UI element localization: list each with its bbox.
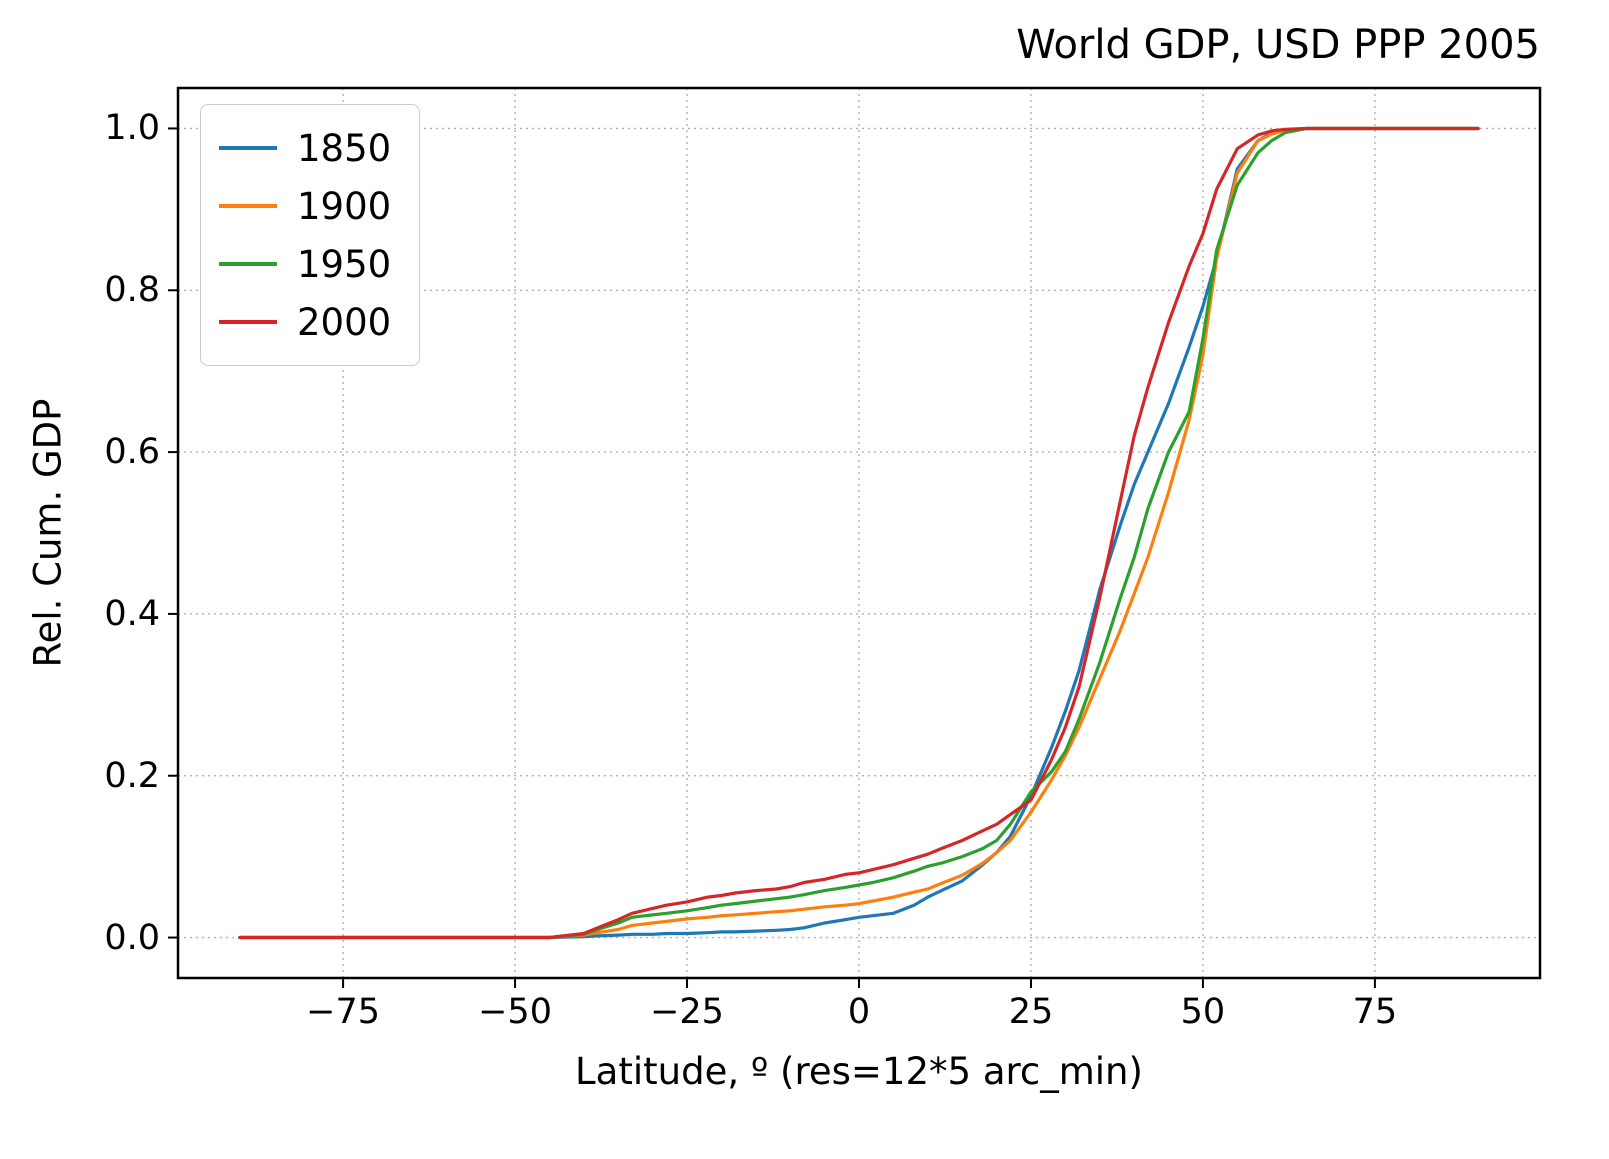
axes-frame bbox=[176, 86, 1542, 980]
x-tick-label: −50 bbox=[478, 992, 552, 1032]
series-line-1900 bbox=[238, 126, 1480, 940]
plot-area: 1850 1900 1950 2000 bbox=[168, 86, 1542, 988]
x-tick-label: 0 bbox=[847, 992, 871, 1032]
y-tick-label: 1.0 bbox=[104, 108, 160, 149]
y-tick-label: 0.0 bbox=[104, 917, 160, 958]
chart-title: World GDP, USD PPP 2005 bbox=[1016, 22, 1540, 68]
legend-label: 1850 bbox=[297, 126, 392, 170]
series-line-2000 bbox=[238, 126, 1480, 940]
legend: 1850 1900 1950 2000 bbox=[200, 104, 421, 366]
x-tick-label: −25 bbox=[650, 992, 724, 1032]
legend-swatch bbox=[219, 262, 277, 266]
legend-item: 1900 bbox=[219, 177, 391, 235]
x-tick-label: −75 bbox=[306, 992, 381, 1032]
y-tick-label: 0.2 bbox=[104, 755, 160, 796]
legend-item: 1850 bbox=[219, 119, 391, 177]
x-axis-label: Latitude, º (res=12*5 arc_min) bbox=[575, 1050, 1143, 1093]
legend-item: 1950 bbox=[219, 235, 391, 293]
legend-label: 1950 bbox=[297, 242, 392, 286]
series-line-1950 bbox=[238, 126, 1480, 940]
series-line-1850 bbox=[238, 126, 1480, 940]
legend-swatch bbox=[219, 204, 277, 208]
plot-svg bbox=[168, 86, 1542, 988]
legend-swatch bbox=[219, 320, 277, 324]
x-tick-label: 50 bbox=[1180, 992, 1226, 1032]
y-axis-label: Rel. Cum. GDP bbox=[26, 398, 70, 668]
legend-label: 1900 bbox=[297, 184, 392, 228]
y-tick-label: 0.8 bbox=[104, 270, 160, 311]
y-tick-label: 0.4 bbox=[104, 593, 160, 634]
x-tick-label: 25 bbox=[1008, 992, 1054, 1032]
legend-item: 2000 bbox=[219, 293, 391, 351]
legend-label: 2000 bbox=[297, 300, 392, 344]
y-tick-label: 0.6 bbox=[104, 432, 160, 473]
x-tick-label: 75 bbox=[1352, 992, 1398, 1032]
legend-swatch bbox=[219, 146, 277, 150]
